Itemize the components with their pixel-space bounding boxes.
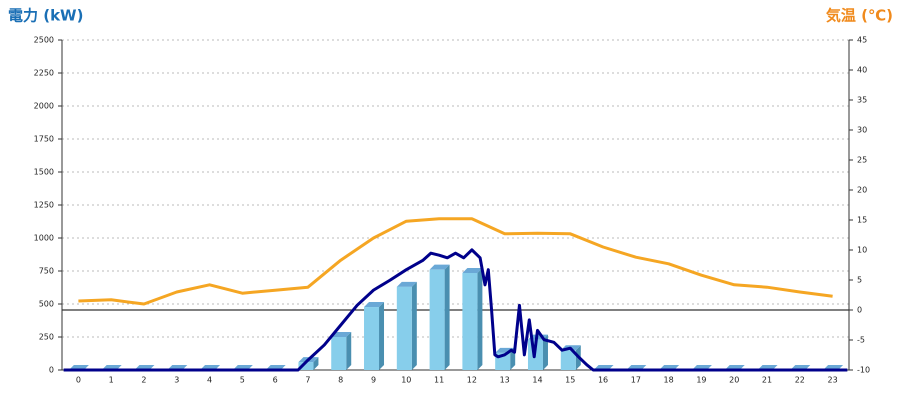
x-tick-label: 10: [401, 376, 411, 385]
x-tick-label: 11: [434, 376, 444, 385]
y-tick-label: 1250: [34, 201, 54, 210]
y2-tick-label: 0: [857, 306, 862, 315]
bar-side: [444, 264, 450, 370]
x-tick-label: 21: [762, 376, 772, 385]
temperature-line: [78, 217, 833, 306]
y2-tick-label: 5: [857, 276, 862, 285]
y-tick-label: 1500: [34, 168, 54, 177]
y-tick-label: 2250: [34, 69, 54, 78]
x-tick-label: 22: [795, 376, 805, 385]
bar-top: [429, 264, 450, 270]
y-tick-label: 1000: [34, 234, 54, 243]
bar: [429, 269, 445, 370]
y2-tick-label: 15: [857, 216, 867, 225]
y-tick-label: 1750: [34, 135, 54, 144]
bar: [331, 337, 347, 370]
y2-axis-title: 気温 (℃): [826, 7, 893, 25]
bar: [462, 272, 478, 370]
x-tick-label: 23: [828, 376, 838, 385]
bar-side: [379, 302, 385, 370]
x-tick-label: 6: [273, 376, 278, 385]
x-tick-label: 15: [565, 376, 575, 385]
y-tick-label: 0: [49, 366, 54, 375]
bar-top: [331, 332, 352, 337]
bar: [560, 350, 576, 370]
bar: [364, 307, 380, 370]
y-tick-label: 250: [39, 333, 54, 342]
bar-top: [364, 302, 385, 308]
x-tick-label: 4: [207, 376, 212, 385]
x-tick-label: 13: [500, 376, 510, 385]
x-tick-label: 20: [729, 376, 739, 385]
bar-side: [477, 267, 483, 370]
x-tick-label: 7: [305, 376, 310, 385]
bar-side: [542, 334, 548, 370]
bar-side: [346, 332, 352, 370]
power-line: [63, 248, 848, 372]
bar: [396, 286, 412, 370]
y-tick-label: 2500: [34, 36, 54, 45]
x-tick-label: 16: [598, 376, 608, 385]
y2-tick-label: 10: [857, 246, 867, 255]
x-tick-label: 1: [109, 376, 114, 385]
x-tick-label: 3: [174, 376, 179, 385]
y2-tick-label: 25: [857, 156, 867, 165]
y2-tick-label: 40: [857, 66, 867, 75]
y2-tick-label: 45: [857, 36, 867, 45]
y2-tick-label: 30: [857, 126, 867, 135]
bar-side: [411, 281, 417, 370]
x-tick-label: 14: [532, 376, 542, 385]
x-tick-label: 17: [631, 376, 641, 385]
bar-top: [396, 281, 417, 287]
y2-tick-label: 35: [857, 96, 867, 105]
x-tick-label: 5: [240, 376, 245, 385]
x-tick-label: 8: [338, 376, 343, 385]
x-tick-label: 9: [371, 376, 376, 385]
x-tick-label: 18: [664, 376, 674, 385]
y-tick-label: 500: [39, 300, 54, 309]
y2-tick-label: -10: [857, 366, 870, 375]
y-tick-label: 2000: [34, 102, 54, 111]
x-tick-label: 12: [467, 376, 477, 385]
x-tick-label: 2: [141, 376, 146, 385]
y-tick-label: 750: [39, 267, 54, 276]
y2-tick-label: -5: [857, 336, 865, 345]
bar-top: [462, 267, 483, 273]
y-axis-title: 電力 (kW): [8, 7, 83, 25]
x-tick-label: 19: [696, 376, 706, 385]
bar-side: [313, 357, 319, 370]
bar: [298, 362, 314, 370]
x-tick-label: 0: [76, 376, 81, 385]
y2-tick-label: 20: [857, 186, 867, 195]
